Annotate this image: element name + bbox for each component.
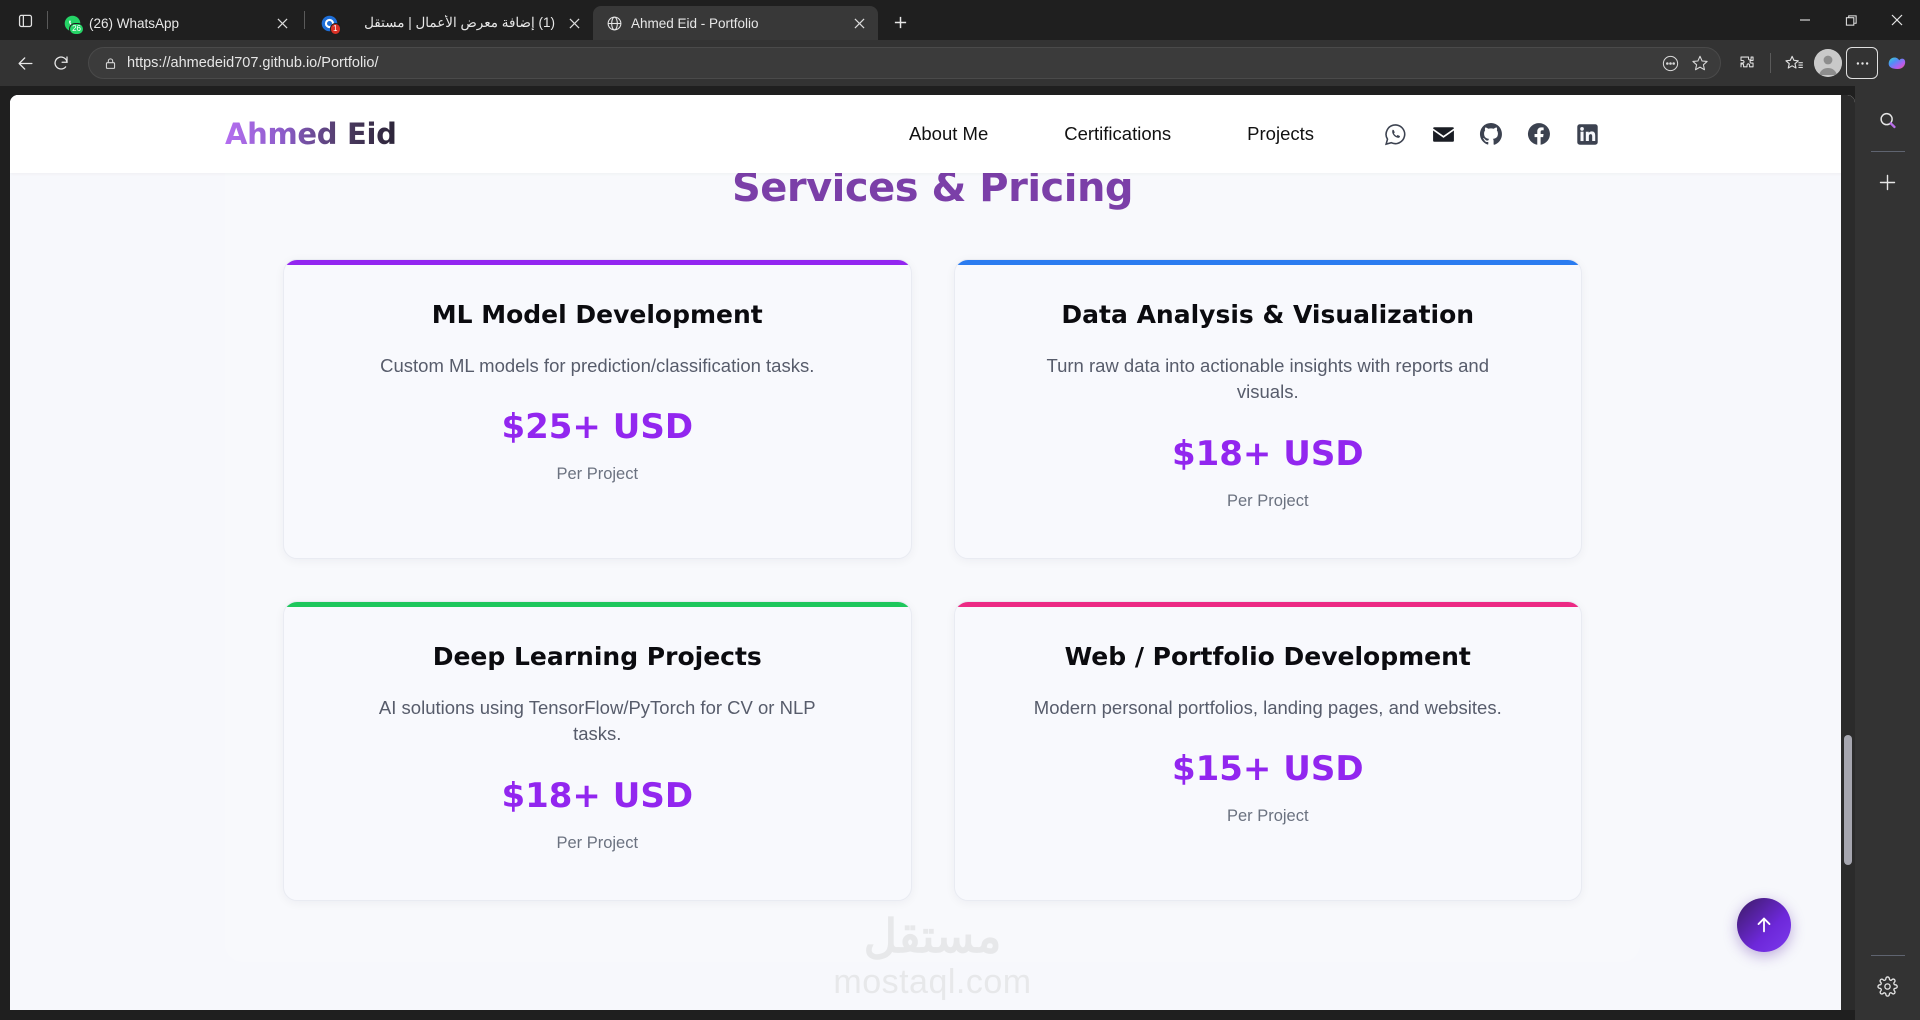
edge-sidebar xyxy=(1855,83,1920,1020)
arrow-up-icon xyxy=(1757,917,1771,933)
profile-avatar[interactable] xyxy=(1812,47,1844,79)
nav-link-projects[interactable]: Projects xyxy=(1247,123,1314,144)
new-tab-button[interactable] xyxy=(884,6,916,38)
mostaql-icon: 1 xyxy=(320,14,341,35)
card-accent-bar xyxy=(284,602,911,607)
watermark-domain: mostaql.com xyxy=(833,963,1032,1001)
gear-icon[interactable] xyxy=(1868,966,1908,1006)
linkedin-icon[interactable] xyxy=(1574,121,1600,147)
service-card[interactable]: Web / Portfolio Development Modern perso… xyxy=(953,601,1582,901)
copilot-icon[interactable] xyxy=(1880,47,1912,79)
service-price: $25+ USD xyxy=(501,407,694,448)
ellipsis-circle-icon[interactable] xyxy=(1656,49,1684,77)
card-accent-bar xyxy=(954,260,1581,265)
avatar[interactable] xyxy=(1814,49,1842,77)
sidebar-divider xyxy=(1870,151,1905,152)
card-accent-bar xyxy=(284,260,911,265)
service-title: Deep Learning Projects xyxy=(432,642,762,671)
settings-and-more-button[interactable] xyxy=(1846,47,1878,79)
plus-icon[interactable] xyxy=(1868,162,1908,202)
lock-icon xyxy=(101,57,119,70)
service-description: AI solutions using TensorFlow/PyTorch fo… xyxy=(378,697,816,745)
whatsapp-icon[interactable] xyxy=(1382,121,1408,147)
nav-link-certifications[interactable]: Certifications xyxy=(1064,123,1172,144)
service-title: Web / Portfolio Development xyxy=(1064,642,1471,671)
service-card[interactable]: Deep Learning Projects AI solutions usin… xyxy=(283,601,912,901)
email-icon[interactable] xyxy=(1430,121,1456,147)
service-price: $18+ USD xyxy=(501,775,694,816)
service-price: $15+ USD xyxy=(1171,749,1364,790)
card-accent-bar xyxy=(954,602,1581,607)
restore-button[interactable] xyxy=(1828,0,1874,40)
tab-strip: 26 (26) WhatsApp 1 (1) إضافة معرض الأعما… xyxy=(0,0,1920,40)
tab-whatsapp[interactable]: 26 (26) WhatsApp xyxy=(51,6,301,40)
tab-mostaql[interactable]: 1 (1) إضافة معرض الأعمال | مستقل xyxy=(308,6,593,40)
tab-badge-count: 26 xyxy=(69,23,84,35)
tab-badge-count: 1 xyxy=(329,23,341,35)
tab-divider xyxy=(304,11,305,29)
services-grid: ML Model Development Custom ML models fo… xyxy=(225,211,1640,901)
site-navigation: About Me Certifications Projects xyxy=(871,115,1855,153)
nav-link-about-me[interactable]: About Me xyxy=(909,123,989,144)
url-text[interactable]: https://ahmedeid707.github.io/Portfolio/ xyxy=(127,55,379,71)
minimize-button[interactable] xyxy=(1782,0,1828,40)
scroll-to-top-button[interactable] xyxy=(1737,898,1791,952)
service-period: Per Project xyxy=(1226,807,1309,826)
site-header: Ahmed Eid About Me Certifications Projec… xyxy=(10,95,1855,173)
tab-title: (26) WhatsApp xyxy=(89,15,180,31)
extensions-puzzle-icon[interactable] xyxy=(1731,47,1763,79)
close-button[interactable] xyxy=(1874,0,1920,40)
tab-title: (1) إضافة معرض الأعمال | مستقل xyxy=(364,15,555,30)
service-description: Modern personal portfolios, landing page… xyxy=(1033,697,1502,718)
page-content: Services & Pricing ML Model Development … xyxy=(10,173,1855,1010)
tab-close-icon[interactable] xyxy=(271,12,293,34)
tab-close-icon[interactable] xyxy=(848,12,870,34)
search-icon[interactable] xyxy=(1868,101,1908,141)
tab-search-icon[interactable] xyxy=(6,3,44,37)
service-period: Per Project xyxy=(556,833,639,852)
facebook-icon[interactable] xyxy=(1526,121,1552,147)
globe-icon xyxy=(605,14,623,32)
tab-divider xyxy=(47,11,48,29)
service-title: ML Model Development xyxy=(431,300,763,329)
github-icon[interactable] xyxy=(1478,121,1504,147)
section-title: Services & Pricing xyxy=(731,173,1134,211)
services-section: Services & Pricing ML Model Development … xyxy=(225,173,1640,962)
toolbar-divider xyxy=(1770,53,1771,73)
page-scrollbar[interactable] xyxy=(1841,95,1855,1010)
window-controls xyxy=(1782,0,1920,40)
service-card[interactable]: ML Model Development Custom ML models fo… xyxy=(283,259,912,559)
sidebar-divider xyxy=(1870,955,1905,956)
service-period: Per Project xyxy=(556,465,639,484)
service-description: Custom ML models for prediction/classifi… xyxy=(380,355,815,376)
site-logo[interactable]: Ahmed Eid xyxy=(225,117,397,151)
portfolio-page: Ahmed Eid About Me Certifications Projec… xyxy=(10,95,1855,1010)
service-title: Data Analysis & Visualization xyxy=(1061,300,1475,329)
browser-toolbar: https://ahmedeid707.github.io/Portfolio/ xyxy=(0,40,1920,86)
service-card[interactable]: Data Analysis & Visualization Turn raw d… xyxy=(953,259,1582,559)
reload-button[interactable] xyxy=(44,46,78,80)
page-viewport: Ahmed Eid About Me Certifications Projec… xyxy=(10,95,1855,1010)
collections-icon[interactable] xyxy=(1778,47,1810,79)
whatsapp-icon: 26 xyxy=(63,14,84,35)
service-description: Turn raw data into actionable insights w… xyxy=(1046,355,1490,403)
favorite-star-icon[interactable] xyxy=(1686,49,1714,77)
tab-portfolio[interactable]: Ahmed Eid - Portfolio xyxy=(593,6,878,40)
service-price: $18+ USD xyxy=(1171,433,1364,474)
address-bar[interactable]: https://ahmedeid707.github.io/Portfolio/ xyxy=(88,47,1721,79)
scrollbar-thumb[interactable] xyxy=(1844,735,1852,865)
tab-title: Ahmed Eid - Portfolio xyxy=(631,15,759,31)
social-links xyxy=(1382,121,1600,147)
tab-close-icon[interactable] xyxy=(563,12,585,34)
back-button[interactable] xyxy=(8,46,42,80)
service-period: Per Project xyxy=(1226,491,1309,510)
